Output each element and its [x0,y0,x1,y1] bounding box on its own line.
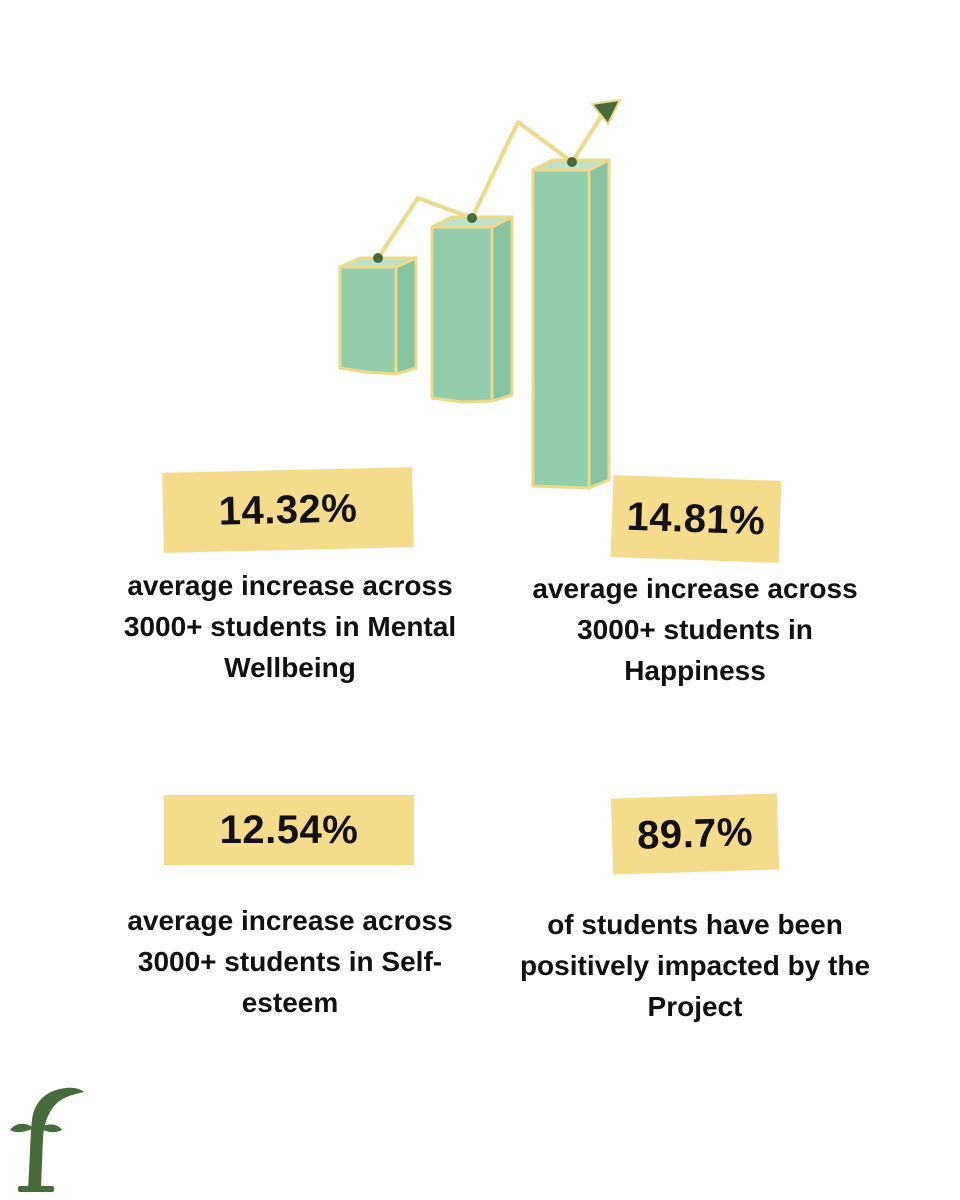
trend-dot-2 [467,213,477,223]
caption-line: 3000+ students in Mental [123,611,457,642]
growth-bar-chart-icon [338,99,621,490]
bar-2-side [490,215,514,403]
stat-value-badge-happiness: 14.81% [610,475,782,563]
stat-caption-mental-wellbeing: average increase across 3000+ students i… [70,565,510,688]
stat-caption-positive-impact: of students have been positively impacte… [480,904,910,1027]
stat-value: 89.7% [636,809,754,858]
caption-line: Happiness [624,655,766,686]
stat-caption-self-esteem: average increase across 3000+ students i… [70,900,510,1023]
caption-line: Wellbeing [224,652,356,683]
trend-arrow-icon [591,99,621,125]
bar-1-side [394,256,418,376]
caption-line: average increase across [532,573,858,604]
trend-line [376,110,606,260]
stat-caption-happiness: average increase across 3000+ students i… [480,568,910,691]
caption-line: 3000+ students in [577,614,813,645]
caption-line: average increase across [127,570,453,601]
bar-2-front [430,225,494,404]
caption-line: average increase across [127,905,453,936]
stat-value: 14.81% [625,494,767,543]
sprout-f-logo-icon [10,1087,84,1192]
caption-line: 3000+ students in Self- [137,946,443,977]
stat-value-badge-self-esteem: 12.54% [164,795,414,865]
stat-value-badge-mental-wellbeing: 14.32% [162,467,414,553]
caption-line: of students have been [547,909,843,940]
caption-line: esteem [241,987,339,1018]
bar-3-front [531,168,591,490]
caption-line: Project [647,991,743,1022]
bar-1-front [338,265,398,376]
trend-dot-3 [567,157,577,167]
caption-line: positively impacted by the [519,950,871,981]
stat-value-badge-positive-impact: 89.7% [610,793,780,875]
trend-dot-1 [373,253,383,263]
stat-value: 14.32% [218,485,358,534]
stat-value: 12.54% [219,807,359,852]
bar-3-side [587,158,611,490]
